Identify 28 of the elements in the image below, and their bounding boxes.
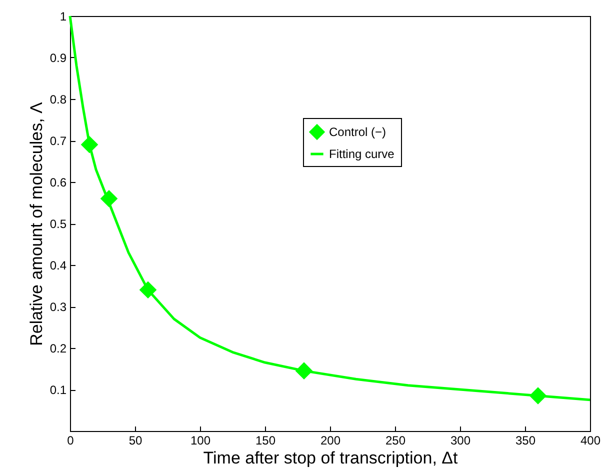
x-tick-label: 100 — [190, 434, 211, 448]
y-tick-label: 0.6 — [50, 176, 67, 190]
x-tick-label: 0 — [67, 434, 74, 448]
point — [139, 281, 157, 299]
x-axis-title: Time after stop of transcription, Δt — [203, 448, 458, 468]
x-tick-label: 200 — [320, 434, 341, 448]
y-tick-label: 0.3 — [50, 300, 67, 314]
y-tick-label: 0.1 — [50, 383, 67, 397]
y-axis-title: Relative amount of molecules, Λ — [26, 101, 46, 346]
x-tick-label: 250 — [385, 434, 406, 448]
legend-label: Control (−) — [329, 125, 386, 139]
y-tick-label: 0.9 — [50, 51, 67, 65]
y-tick-label: 1 — [60, 10, 67, 24]
y-tick-label: 0.8 — [50, 92, 67, 106]
point — [100, 190, 118, 208]
legend-label: Fitting curve — [329, 147, 395, 161]
point — [295, 362, 313, 380]
point — [529, 387, 547, 404]
y-tick-label: 0.5 — [50, 217, 67, 231]
x-tick-label: 300 — [450, 434, 471, 448]
point — [80, 136, 98, 154]
y-tick-label: 0.7 — [50, 134, 67, 148]
x-tick-label: 150 — [255, 434, 276, 448]
x-tick-label: 50 — [128, 434, 142, 448]
x-tick-label: 400 — [580, 434, 601, 448]
y-tick-label: 0.2 — [50, 342, 67, 356]
x-tick-label: 350 — [515, 434, 536, 448]
y-tick-label: 0.4 — [50, 258, 67, 272]
